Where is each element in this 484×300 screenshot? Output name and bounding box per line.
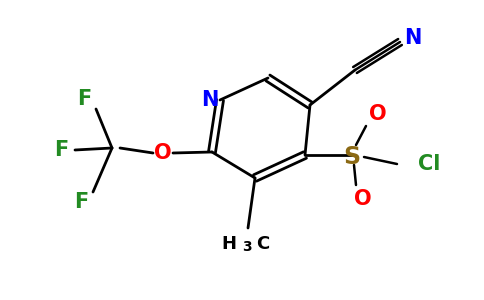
Text: C: C	[256, 235, 269, 253]
Text: N: N	[404, 28, 422, 48]
Text: F: F	[74, 192, 88, 212]
Text: F: F	[77, 89, 91, 109]
Text: O: O	[354, 189, 372, 209]
Text: O: O	[154, 143, 172, 163]
Text: H: H	[221, 235, 236, 253]
Text: Cl: Cl	[418, 154, 440, 174]
Text: 3: 3	[242, 240, 252, 254]
Text: F: F	[54, 140, 68, 160]
Text: S: S	[344, 145, 361, 169]
Text: N: N	[201, 90, 219, 110]
Text: O: O	[369, 104, 387, 124]
